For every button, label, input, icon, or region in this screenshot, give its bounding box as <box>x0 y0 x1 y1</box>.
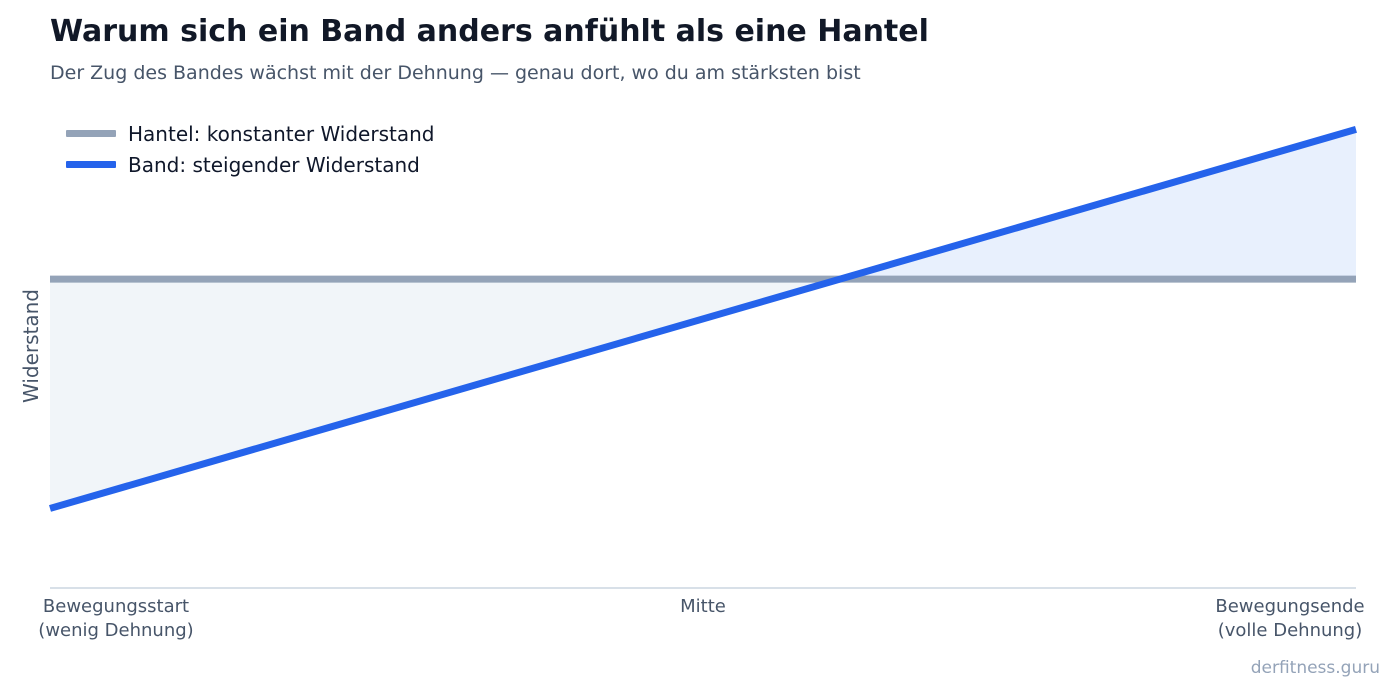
legend: Hantel: konstanter Widerstand Band: steig… <box>66 118 434 180</box>
y-axis-label: Widerstand <box>19 289 43 403</box>
legend-swatch <box>66 161 116 168</box>
series-line-band <box>49 125 1357 512</box>
x-tick-label: Bewegungsstart (wenig Dehnung) <box>38 596 193 641</box>
x-tick-label-line: (volle Dehnung) <box>1218 620 1363 641</box>
legend-item-hantel: Hantel: konstanter Widerstand <box>66 118 434 149</box>
x-tick-label-line: Bewegungsstart <box>43 596 189 617</box>
series-layer <box>49 125 1357 512</box>
x-tick-label-line: Mitte <box>680 596 726 617</box>
legend-label: Hantel: konstanter Widerstand <box>128 121 435 146</box>
chart-title: Warum sich ein Band anders anfühlt als e… <box>50 14 929 49</box>
legend-item-band: Band: steigender Widerstand <box>66 149 434 180</box>
legend-label: Band: steigender Widerstand <box>128 152 420 177</box>
x-tick-label-line: Bewegungsende <box>1215 596 1364 617</box>
chart-subtitle: Der Zug des Bandes wächst mit der Dehnun… <box>50 62 861 84</box>
x-tick-label: Mitte <box>680 596 726 617</box>
x-tick-labels: Bewegungsstart (wenig Dehnung) Mitte Bewegu… <box>38 596 1364 641</box>
legend-swatch <box>66 130 116 137</box>
x-tick-label: Bewegungsende (volle Dehnung) <box>1215 596 1364 641</box>
x-tick-label-line: (wenig Dehnung) <box>38 620 193 641</box>
watermark: derfitness.guru <box>1250 658 1380 678</box>
